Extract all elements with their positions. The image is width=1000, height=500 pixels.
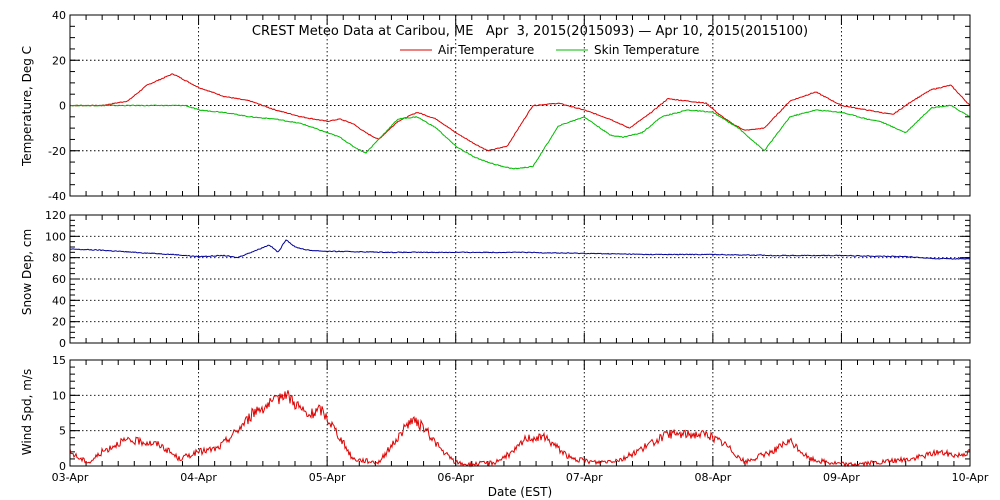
legend: Air Temperature Skin Temperature	[400, 43, 699, 57]
air-temperature-line	[69, 73, 971, 152]
y-tick-label: 0	[59, 337, 66, 350]
wind-speed-panel: 0 5 10 15 03-Apr 04-Apr 05-Apr 06-Apr 07-Apr 08-A…	[52, 354, 989, 484]
x-tick-label: 08-Apr	[694, 471, 731, 484]
x-tick-label: 05-Apr	[309, 471, 346, 484]
chart-title: CREST Meteo Data at Caribou, ME Apr 3, 2…	[252, 24, 808, 39]
y-tick-label: 40	[52, 9, 66, 22]
y-tick-label: -40	[48, 190, 66, 203]
temperature-panel: -40 -20 0 20 40	[48, 9, 971, 203]
plot-frame	[69, 14, 971, 197]
x-tick-label: 07-Apr	[566, 471, 603, 484]
y-tick-label: 80	[52, 252, 66, 265]
wind-speed-axis-label: Wind Spd, m/s	[20, 369, 34, 455]
x-axis-label: Date (EST)	[488, 485, 552, 499]
wind-speed-line	[69, 390, 971, 468]
snow-depth-axis-label: Snow Dep, cm	[20, 229, 34, 315]
y-tick-label: 0	[59, 460, 66, 473]
snow-depth-line	[69, 239, 971, 260]
x-tick-label: 03-Apr	[52, 471, 89, 484]
legend-skin-temperature-label: Skin Temperature	[594, 43, 699, 57]
y-tick-label: 15	[52, 354, 66, 367]
y-tick-label: 10	[52, 389, 66, 402]
x-tick-label: 09-Apr	[823, 471, 860, 484]
y-tick-label: 0	[59, 100, 66, 113]
y-tick-label: 100	[45, 230, 66, 243]
y-tick-label: 20	[52, 316, 66, 329]
y-tick-label: 40	[52, 294, 66, 307]
x-tick-label: 10-Apr	[952, 471, 989, 484]
y-tick-label: 20	[52, 54, 66, 67]
y-tick-label: 5	[59, 425, 66, 438]
x-tick-label: 04-Apr	[180, 471, 217, 484]
y-tick-label: 60	[52, 273, 66, 286]
x-tick-label: 06-Apr	[437, 471, 474, 484]
plot-frame	[69, 359, 971, 467]
plot-frame	[69, 214, 971, 344]
y-tick-label: 120	[45, 209, 66, 222]
legend-air-temperature-label: Air Temperature	[438, 43, 534, 57]
temperature-axis-label: Temperature, Deg C	[20, 46, 34, 167]
skin-temperature-line	[69, 104, 971, 170]
snow-depth-panel: 0 20 40 60 80 100 120	[45, 209, 971, 350]
y-tick-label: -20	[48, 145, 66, 158]
